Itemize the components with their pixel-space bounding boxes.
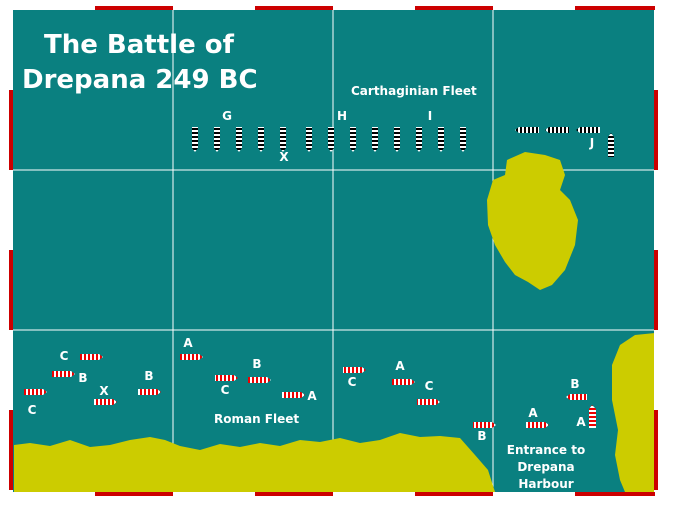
carthaginian-ship [416,127,422,152]
carthaginian-ship [236,127,242,152]
harbour-label: Entrance to [507,443,585,457]
land [14,152,655,492]
ship-marker: C [28,403,37,417]
roman-ship [417,399,440,405]
ship-marker: C [425,379,434,393]
roman-ship [80,354,103,360]
roman-ship [248,377,271,383]
title-line: Drepana 249 BC [22,65,258,95]
roman-ship [526,422,549,428]
grid [12,9,655,493]
carthaginian-ship [306,127,312,152]
carthaginian-ship [438,127,444,152]
ship-marker: G [222,109,232,123]
roman-ship [473,422,496,428]
ship-marker: X [99,384,109,398]
frame-marks [9,6,658,496]
fleet-label: Carthaginian Fleet [351,84,477,98]
ship-marker: B [477,429,486,443]
roman-ship [215,375,238,381]
roman-ship [589,405,596,428]
ship-marker: C [221,383,230,397]
carthaginian-ship [460,127,466,152]
harbour-label: Harbour [518,477,573,491]
ship-marker: A [307,389,317,403]
title-line: The Battle of [44,30,235,60]
ship-marker: A [395,359,405,373]
roman-ship [343,367,366,373]
carthaginian-ship [372,127,378,152]
harbour-label: Drepana [517,460,574,474]
roman-ship [24,389,47,395]
ship-marker: B [144,369,153,383]
roman-ship [566,394,587,400]
roman-ship [392,379,415,385]
carthaginian-ship [608,133,614,157]
carthaginian-ship [192,127,198,152]
carthaginian-ship [545,127,569,133]
carthaginian-ship [280,127,286,152]
ship-marker: J [589,136,594,150]
carthaginian-ship [515,127,539,133]
ship-marker: X [279,150,289,164]
carthaginian-ship [350,127,356,152]
ship-marker: C [60,349,69,363]
ship-marker: B [78,371,87,385]
ship-marker: I [428,109,432,123]
roman-ship [138,389,161,395]
ship-marker: B [252,357,261,371]
roman-ship [52,371,75,377]
carthaginian-ship [214,127,220,152]
ship-marker: A [528,406,538,420]
fleet-label: Roman Fleet [214,412,299,426]
ship-marker: C [348,375,357,389]
roman-ship [180,354,203,360]
roman-ship [282,392,305,398]
carthaginian-ship [576,127,600,133]
ship-marker: A [576,415,586,429]
ship-marker: H [337,109,347,123]
carthaginian-ship [394,127,400,152]
ship-marker: A [183,336,193,350]
ship-marker: B [570,377,579,391]
roman-ship [94,399,117,405]
carthaginian-ship [328,127,334,152]
carthaginian-ship [258,127,264,152]
ships [24,127,614,428]
